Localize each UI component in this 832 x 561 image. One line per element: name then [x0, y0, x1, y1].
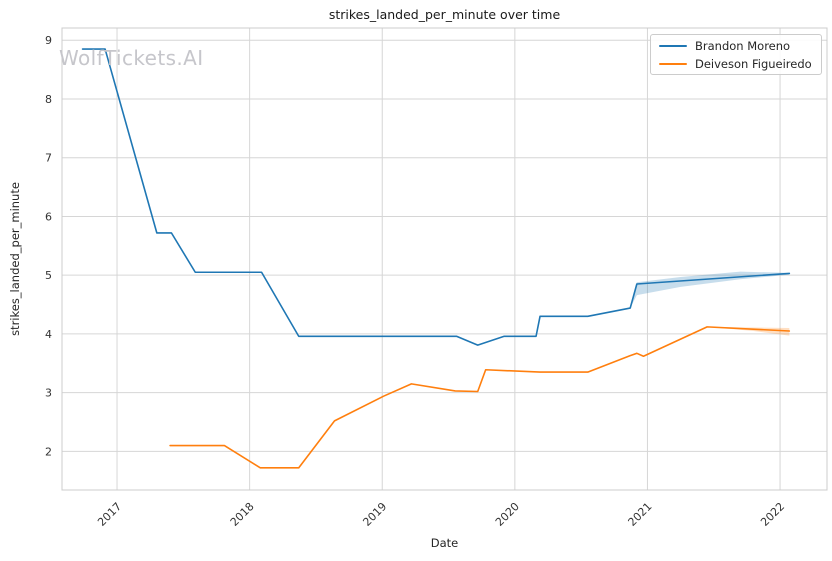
- y-tick-label: 3: [45, 387, 52, 400]
- series-line-brandon-moreno: [81, 48, 791, 346]
- confidence-band: [707, 326, 790, 336]
- legend-line-swatch-blue: [659, 44, 687, 47]
- confidence-band: [630, 271, 790, 309]
- x-tick-label: 2022: [758, 500, 787, 529]
- y-tick-label: 6: [45, 210, 52, 223]
- plot-border: [61, 27, 828, 491]
- x-tick-label: 2021: [626, 500, 655, 529]
- legend-label: Deiveson Figueiredo: [695, 56, 812, 71]
- chart-title: strikes_landed_per_minute over time: [328, 7, 561, 22]
- y-axis-label: strikes_landed_per_minute: [8, 182, 22, 336]
- legend-entry-brandon-moreno: Brandon Moreno: [659, 39, 813, 53]
- legend-line-swatch-orange: [659, 62, 687, 65]
- series-line-deiveson-figueiredo: [169, 326, 791, 469]
- watermark: WolfTickets.AI: [59, 46, 204, 70]
- legend: Brandon Moreno Deiveson Figueiredo: [650, 34, 822, 75]
- x-tick-label: 2018: [228, 500, 257, 529]
- y-tick-label: 2: [45, 445, 52, 458]
- y-tick-label: 5: [45, 269, 52, 282]
- x-tick-label: 2019: [360, 500, 389, 529]
- y-tick-label: 9: [45, 34, 52, 47]
- y-tick-label: 4: [45, 328, 52, 341]
- x-axis-label: Date: [430, 536, 459, 550]
- x-tick-label: 2017: [95, 500, 124, 529]
- legend-entry-deiveson-figueiredo: Deiveson Figueiredo: [659, 57, 813, 71]
- y-tick-label: 8: [45, 93, 52, 106]
- legend-label: Brandon Moreno: [695, 38, 791, 53]
- x-tick-label: 2020: [493, 500, 522, 529]
- y-tick-label: 7: [45, 152, 52, 165]
